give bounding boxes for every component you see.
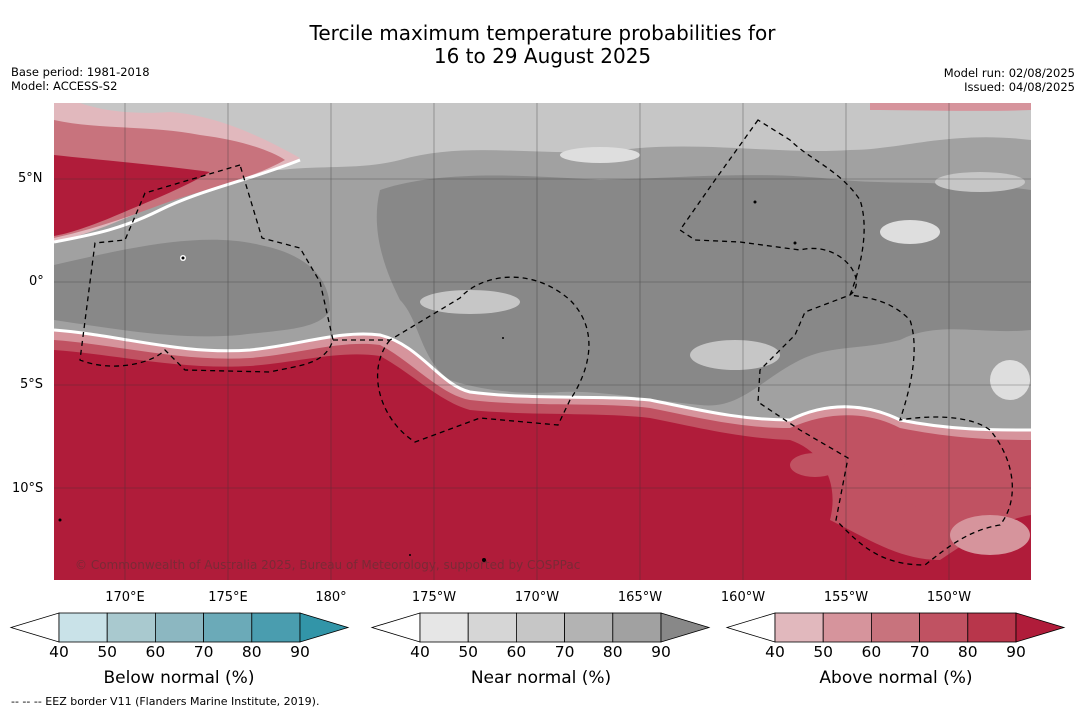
lon-label-175w: 175°W [411, 590, 457, 605]
below-normal-label: Below normal (%) [103, 668, 255, 688]
above-dark-south [54, 350, 1031, 580]
above-normal-tick-label: 50 [813, 643, 834, 661]
lon-label-165w: 165°W [617, 590, 663, 605]
boundary-south [54, 328, 1031, 432]
above-mid-patch-se [900, 440, 1020, 520]
base-period: Base period: 1981-2018 [11, 65, 150, 79]
above-normal-tick-label: 90 [1006, 643, 1026, 661]
map-title: Tercile maximum temperature probabilitie… [0, 22, 1085, 68]
graticule [54, 103, 1031, 580]
lon-label-180: 180° [315, 590, 347, 605]
model-name: Model: ACCESS-S2 [11, 79, 118, 93]
lon-label-170w: 170°W [514, 590, 560, 605]
islands [58, 200, 797, 562]
above-normal-tick-label: 80 [957, 643, 978, 661]
near-light-patch-1 [420, 290, 520, 314]
below-normal-tick-label: 70 [193, 643, 214, 661]
above-normal-tick-label: 70 [909, 643, 930, 661]
near-normal-label: Near normal (%) [470, 668, 612, 688]
lat-label-5n: 5°N [18, 171, 43, 186]
below-normal-tick-label: 80 [241, 643, 262, 661]
above-normal-tick-label: 40 [765, 643, 785, 661]
near-normal-tick-label: 90 [651, 643, 671, 661]
near-normal-tick-label: 40 [410, 643, 430, 661]
lon-label-160w: 160°W [720, 590, 766, 605]
near-light-north [54, 103, 1031, 170]
above-normal-label: Above normal (%) [819, 668, 973, 688]
near-light-patch-4 [690, 340, 780, 370]
eez-border-west [79, 164, 334, 373]
copyright-notice: © Commonwealth of Australia 2025, Bureau… [75, 558, 581, 572]
near-light-patch-5 [990, 360, 1030, 400]
near-light-patch-6 [560, 147, 640, 163]
lon-label-175e: 175°E [208, 590, 248, 605]
near-dark-core [376, 175, 1031, 406]
below-normal-tick-label: 50 [97, 643, 118, 661]
eez-border-central [333, 276, 590, 443]
near-light-patch-2 [880, 220, 940, 244]
near-normal-tick-label: 80 [602, 643, 623, 661]
below-normal-tick-label: 60 [145, 643, 166, 661]
model-run-date: Model run: 02/08/2025 [943, 66, 1075, 80]
lon-label-150w: 150°W [926, 590, 972, 605]
below-normal-tick-label: 90 [290, 643, 310, 661]
lat-label-0: 0° [29, 274, 44, 289]
near-normal-tick-label: 50 [458, 643, 479, 661]
lon-label-155w: 155°W [823, 590, 869, 605]
eez-border-east [679, 119, 1013, 566]
lat-label-5s: 5°S [20, 377, 44, 392]
issued-date: Issued: 04/08/2025 [964, 80, 1075, 94]
model-run-info: Model run: 02/08/2025 Issued: 04/08/2025 [944, 66, 1075, 94]
eez-borders [79, 119, 1013, 566]
below-normal-tick-label: 40 [49, 643, 69, 661]
base-period-info: Base period: 1981-2018 Model: ACCESS-S2 [11, 65, 150, 93]
above-mid-patch-2 [790, 453, 840, 477]
boundary-nw [54, 158, 301, 244]
above-normal-tick-label: 60 [861, 643, 882, 661]
eez-footnote: -- -- -- EEZ border V11 (Flanders Marine… [11, 695, 320, 708]
near-dark-west [54, 239, 330, 337]
above-dark-nw [54, 155, 210, 236]
lat-label-10s: 10°S [12, 481, 44, 496]
above-light-ne [870, 103, 1031, 111]
near-light-patch-3 [935, 172, 1025, 192]
title-line-1: Tercile maximum temperature probabilitie… [309, 21, 776, 45]
near-normal-tick-label: 70 [554, 643, 575, 661]
title-line-2: 16 to 29 August 2025 [433, 44, 652, 68]
lon-label-170e: 170°E [105, 590, 145, 605]
above-light-patch-se [950, 515, 1030, 555]
map-field [54, 103, 1031, 580]
near-normal-tick-label: 60 [506, 643, 527, 661]
